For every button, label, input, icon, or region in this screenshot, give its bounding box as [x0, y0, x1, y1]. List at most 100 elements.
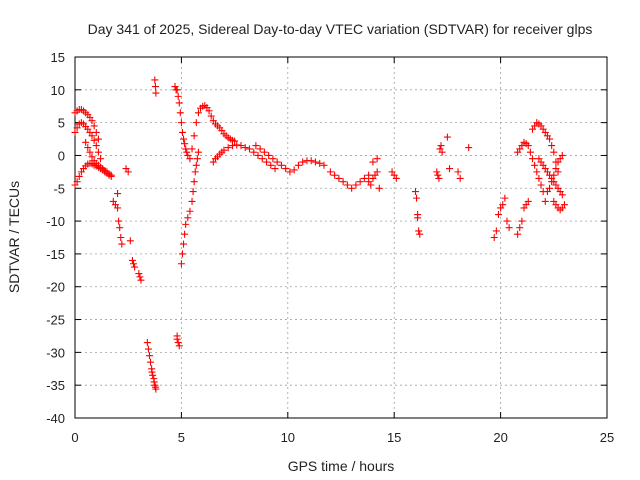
series-arc-h — [252, 142, 328, 176]
data-point — [558, 191, 566, 199]
data-point — [443, 133, 451, 141]
data-point — [367, 181, 375, 189]
x-tick-label: 25 — [600, 430, 614, 445]
data-point — [516, 224, 524, 232]
data-point — [151, 76, 159, 84]
data-point — [173, 86, 181, 94]
data-point — [107, 171, 115, 179]
data-point — [182, 220, 190, 228]
data-point — [193, 155, 201, 163]
data-point — [494, 211, 502, 219]
series-cluster-17 — [433, 133, 473, 182]
mark-layer — [71, 76, 568, 393]
data-point — [115, 217, 123, 225]
series-arc-g — [209, 141, 279, 173]
data-point — [84, 144, 92, 152]
data-point — [88, 132, 96, 140]
series-cluster-low — [143, 339, 160, 393]
data-point — [499, 201, 507, 209]
series-x-shape — [535, 151, 566, 199]
data-point — [174, 339, 182, 347]
data-point — [375, 184, 383, 192]
data-point — [86, 148, 94, 156]
data-point — [299, 158, 307, 166]
data-point — [311, 158, 319, 166]
data-point — [490, 234, 498, 241]
data-point — [135, 270, 143, 278]
series-arc-b — [71, 119, 105, 163]
data-point — [286, 168, 294, 176]
data-point — [294, 161, 302, 169]
series-arc-k — [529, 119, 562, 176]
chart-title: Day 341 of 2025, Sidereal Day-to-day VTE… — [88, 21, 593, 37]
data-point — [192, 161, 200, 169]
data-point — [414, 214, 422, 222]
data-point — [535, 174, 543, 182]
data-point — [151, 83, 159, 91]
data-point — [352, 181, 360, 189]
data-point — [558, 151, 566, 159]
data-point — [392, 174, 400, 182]
series-spike-top — [151, 76, 160, 97]
data-point — [546, 135, 554, 143]
data-point — [548, 142, 556, 150]
data-point — [365, 171, 373, 179]
data-point — [182, 145, 190, 153]
y-tick-label: -30 — [46, 345, 65, 360]
data-point — [263, 158, 271, 166]
data-point — [343, 181, 351, 189]
data-point — [416, 230, 424, 238]
y-tick-label: -25 — [46, 313, 65, 328]
data-point — [180, 135, 188, 143]
data-point — [433, 168, 441, 176]
data-point — [454, 168, 462, 176]
data-point — [411, 188, 419, 196]
data-point — [178, 128, 186, 136]
data-point — [148, 368, 156, 376]
data-point — [175, 99, 183, 107]
data-point — [552, 165, 560, 173]
data-point — [194, 148, 202, 156]
data-point — [176, 109, 184, 117]
data-point — [524, 197, 532, 205]
y-tick-label: 5 — [58, 116, 65, 131]
data-point — [529, 155, 537, 163]
data-point — [116, 224, 124, 232]
data-point — [71, 128, 79, 136]
data-point — [233, 141, 241, 149]
y-tick-label: 0 — [58, 148, 65, 163]
y-tick-label: -35 — [46, 378, 65, 393]
data-point — [434, 171, 442, 179]
data-point — [152, 385, 160, 393]
data-point — [265, 151, 273, 159]
data-point — [331, 171, 339, 179]
data-point — [356, 178, 364, 186]
data-point — [147, 358, 155, 366]
data-point — [435, 174, 443, 182]
data-point — [149, 371, 157, 379]
data-point — [94, 135, 102, 143]
data-point — [178, 250, 186, 258]
series-cluster-14 — [365, 168, 400, 192]
plot-frame — [74, 56, 608, 419]
data-point — [550, 171, 558, 179]
data-point — [94, 148, 102, 156]
series-cluster-20 — [490, 194, 532, 241]
series-arc-f — [177, 148, 202, 268]
data-point — [360, 174, 368, 182]
data-point — [90, 122, 98, 130]
data-point — [144, 345, 152, 353]
x-axis-label: GPS time / hours — [288, 458, 395, 474]
data-point — [205, 107, 213, 115]
data-point — [282, 165, 290, 173]
data-point — [413, 194, 421, 202]
data-point — [537, 181, 545, 189]
data-point — [90, 136, 98, 144]
data-point — [180, 240, 188, 248]
data-point — [548, 178, 556, 186]
data-point — [446, 165, 454, 173]
data-point — [250, 148, 258, 156]
data-point — [92, 128, 100, 136]
data-point — [228, 142, 236, 150]
data-point — [316, 159, 324, 167]
